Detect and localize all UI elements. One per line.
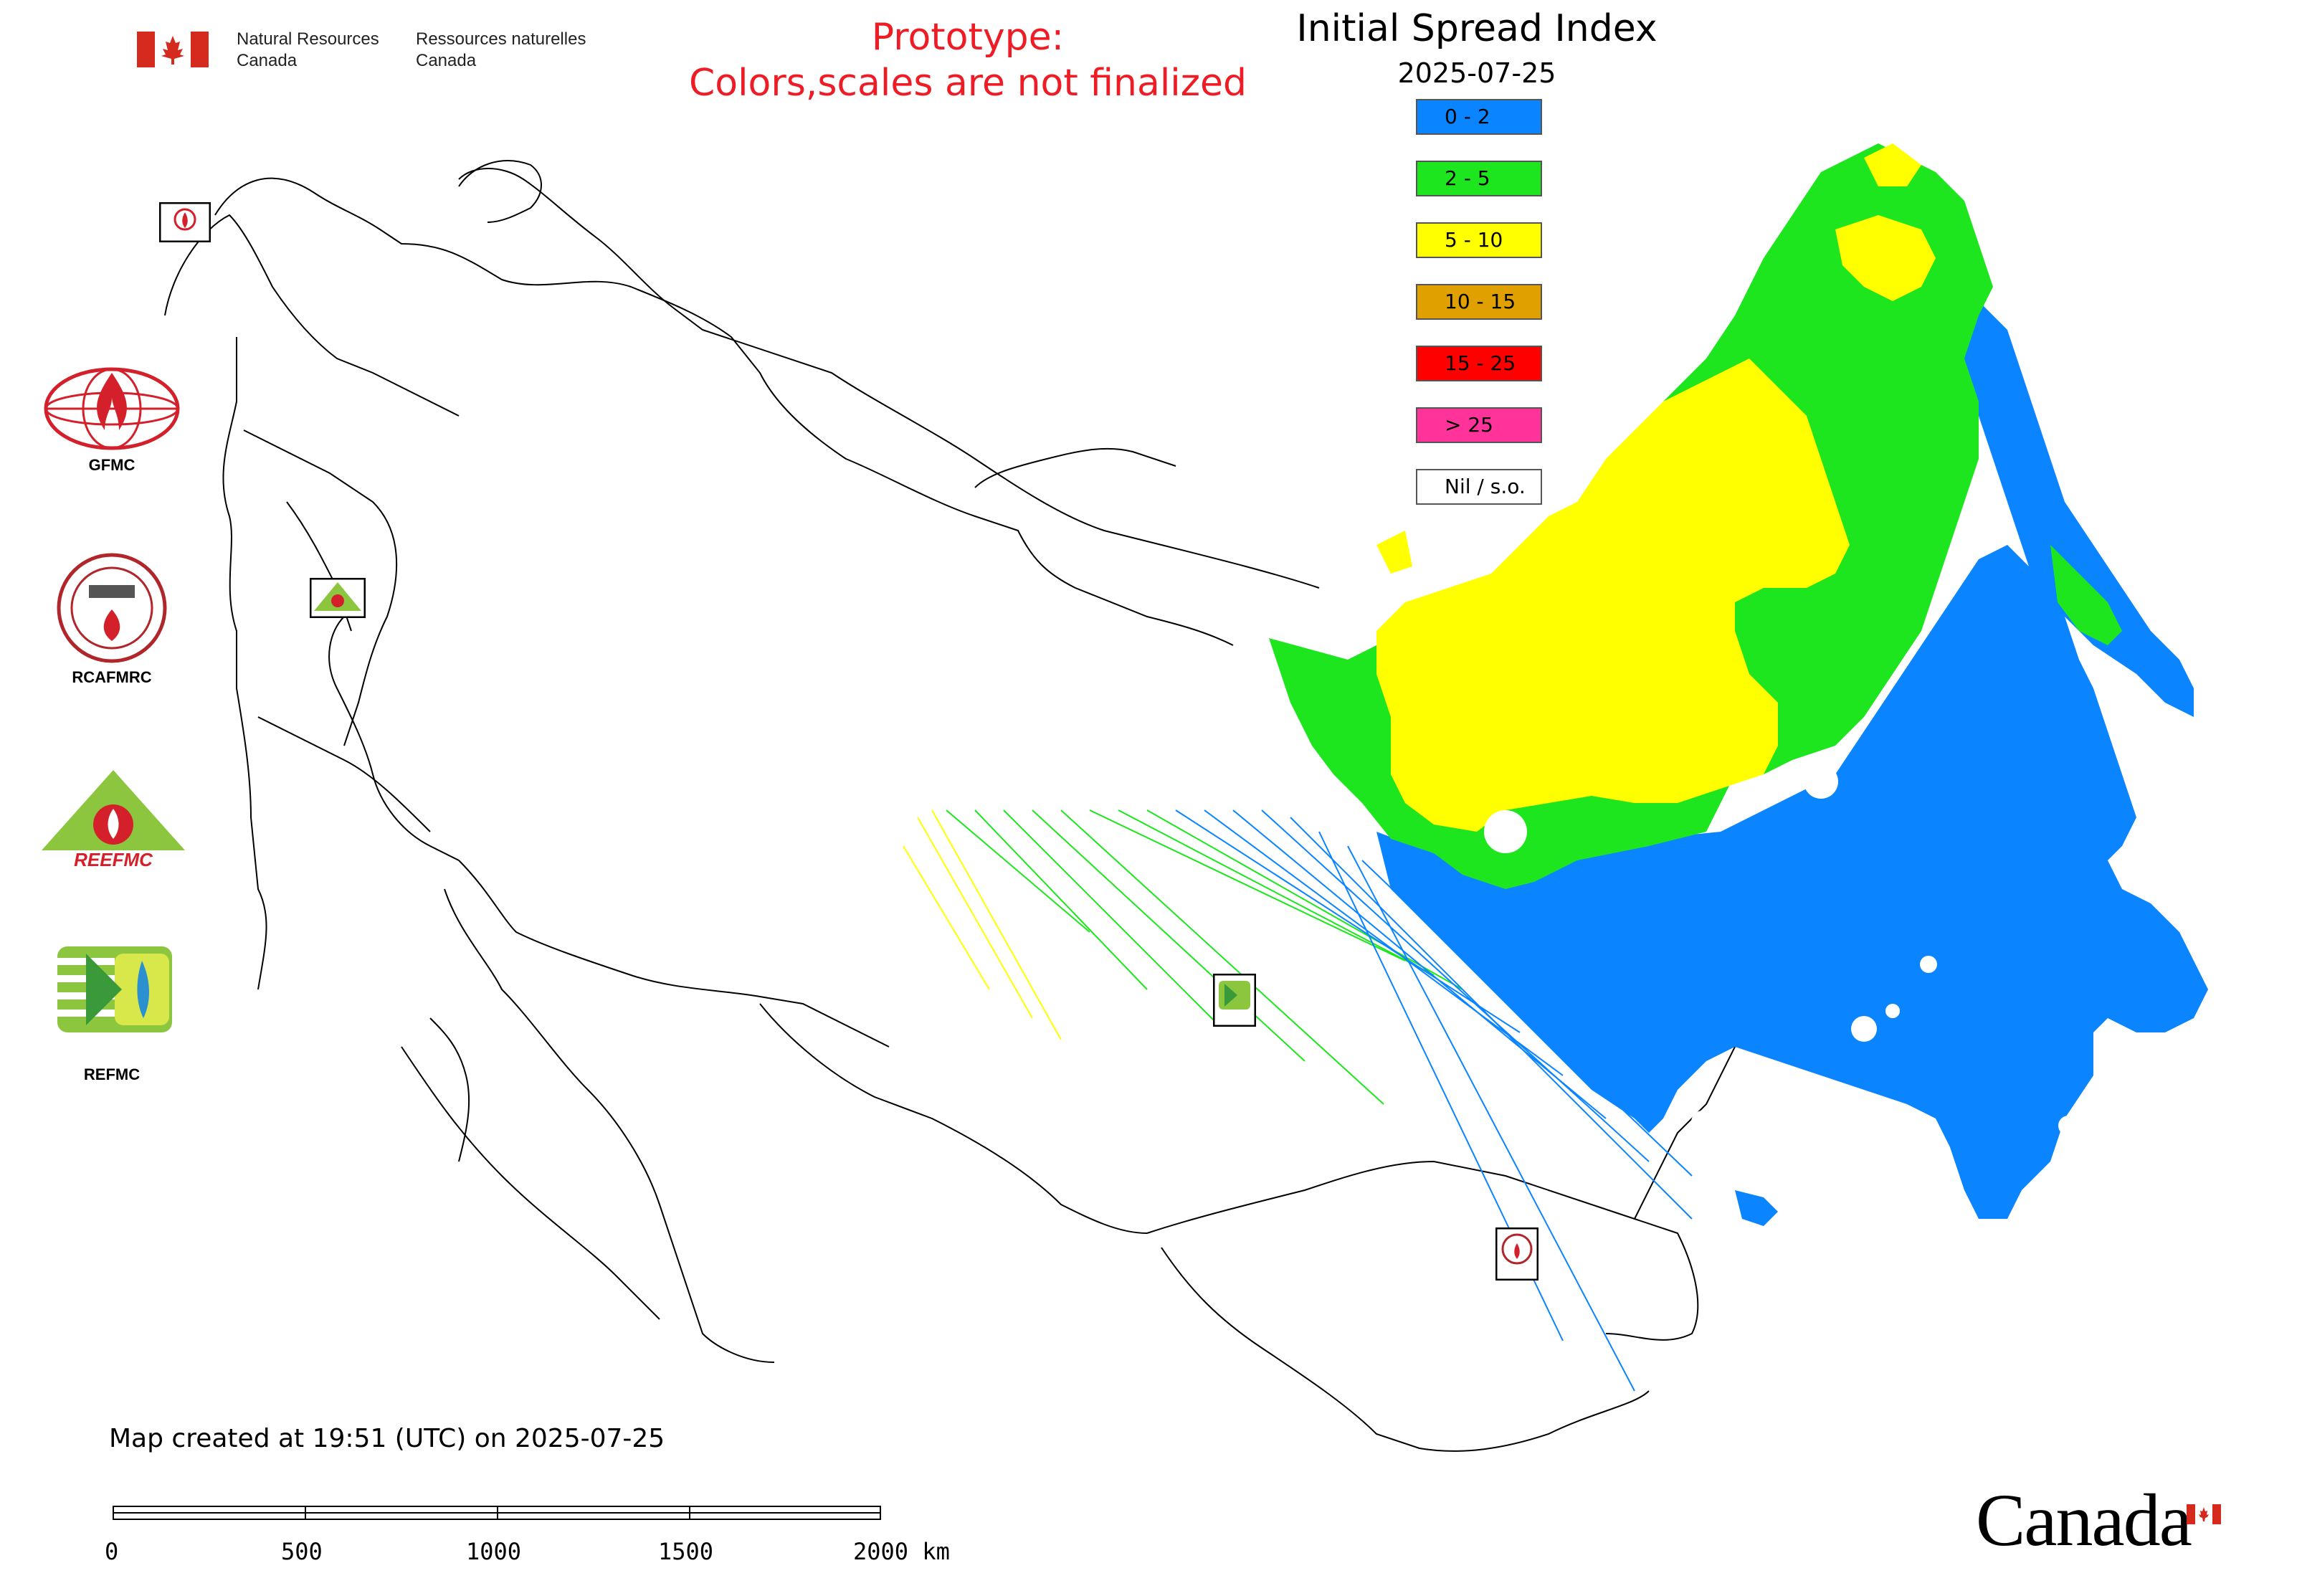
outline-southern-border	[444, 888, 775, 1363]
isi-zone-chukotka-yellow	[1835, 215, 1936, 301]
scale-bar	[113, 1506, 881, 1520]
gov-name-fr-line1: Ressources naturelles	[416, 29, 586, 49]
scale-tick-1000: 1000	[466, 1538, 522, 1565]
outline-baltic	[243, 429, 398, 746]
outline-taimyr	[974, 447, 1176, 488]
rcafmrc-logo-icon	[57, 553, 167, 663]
isi-zone-kamchatka-green	[2050, 545, 2122, 645]
nil-spots	[1484, 764, 2078, 1136]
isi-zone-island	[1735, 1190, 1778, 1226]
map-date: 2025-07-25	[1397, 57, 1556, 89]
outline-caspian	[429, 1017, 470, 1162]
gfmc-location-marker-icon	[159, 202, 211, 242]
refmc-logo-icon	[57, 946, 172, 1032]
reefmc-location-marker-icon	[310, 578, 366, 618]
outline-central	[328, 616, 460, 861]
prototype-notice-line1: Prototype:	[871, 16, 1065, 59]
outline-arctic-coast	[458, 168, 1320, 589]
legend-item-over-25: > 25	[1416, 407, 1542, 443]
canada-flag-icon	[137, 32, 209, 67]
outline-mongolia-south	[1161, 1247, 1650, 1452]
outline-kazakh-south	[759, 1003, 1148, 1234]
isi-zone-5-10	[1376, 358, 1850, 832]
isi-zone-0-2	[1376, 545, 2208, 1219]
isi-raster	[1269, 143, 2208, 1219]
outline-central-asia	[401, 1046, 660, 1320]
outline-north-europe	[214, 177, 1234, 646]
raster-streaks	[903, 809, 1693, 1392]
outline-western-border	[222, 337, 267, 990]
gov-name-en: Natural Resources Canada	[237, 29, 379, 72]
gov-name-en-line1: Natural Resources	[237, 29, 379, 49]
canada-wordmark: Canada	[1976, 1479, 2192, 1562]
reefmc-wordmark: REEFMC	[74, 849, 153, 870]
isi-zone-west-yellow	[1376, 531, 1412, 574]
scale-midline	[113, 1512, 881, 1514]
refmc-location-marker-icon	[1213, 974, 1256, 1027]
gov-name-fr: Ressources naturelles Canada	[416, 29, 586, 72]
government-signature: Natural Resources Canada Ressources natu…	[136, 29, 624, 79]
isi-zone-kamchatka	[1964, 301, 2194, 717]
gfmc-logo-icon	[44, 367, 180, 450]
map-created-note: Map created at 19:51 (UTC) on 2025-07-25	[109, 1424, 665, 1453]
scale-tick-500: 500	[281, 1538, 323, 1565]
rcafmrc-location-marker-icon	[1495, 1227, 1538, 1281]
map-title: Initial Spread Index	[1296, 7, 1657, 50]
legend-item-nil: Nil / s.o.	[1416, 469, 1542, 505]
outline-mongolia	[1146, 1160, 1699, 1341]
legend-item-2-5: 2 - 5	[1416, 161, 1542, 196]
outline-novaya-zemlya	[458, 160, 542, 223]
refmc-label: REFMC	[83, 1065, 141, 1083]
legend-item-10-15: 10 - 15	[1416, 284, 1542, 320]
outline-scandinavia	[164, 214, 460, 417]
legend-item-0-2: 0 - 2	[1416, 99, 1542, 135]
gov-name-fr-line2: Canada	[416, 51, 477, 70]
scale-tick-1500: 1500	[658, 1538, 714, 1565]
prototype-notice: Prototype: Colors,scales are not finaliz…	[617, 14, 1319, 106]
reefmc-logo-icon	[42, 770, 185, 850]
gfmc-label: GFMC	[88, 456, 135, 474]
isi-zone-chukotka-top	[1864, 143, 1921, 186]
scale-tick-2000-km: 2000 km	[853, 1538, 950, 1565]
rcafmrc-label: RCAFMRC	[72, 668, 152, 686]
legend-item-5-10: 5 - 10	[1416, 222, 1542, 258]
scale-tick-0: 0	[105, 1538, 119, 1565]
canada-wordmark-flag-icon	[2187, 1504, 2221, 1524]
prototype-notice-line2: Colors,scales are not finalized	[688, 62, 1247, 105]
outline-kazakh-north	[458, 860, 890, 1048]
legend-item-15-25: 15 - 25	[1416, 346, 1542, 381]
gov-name-en-line2: Canada	[237, 51, 298, 70]
outline-inner-west	[257, 716, 431, 832]
